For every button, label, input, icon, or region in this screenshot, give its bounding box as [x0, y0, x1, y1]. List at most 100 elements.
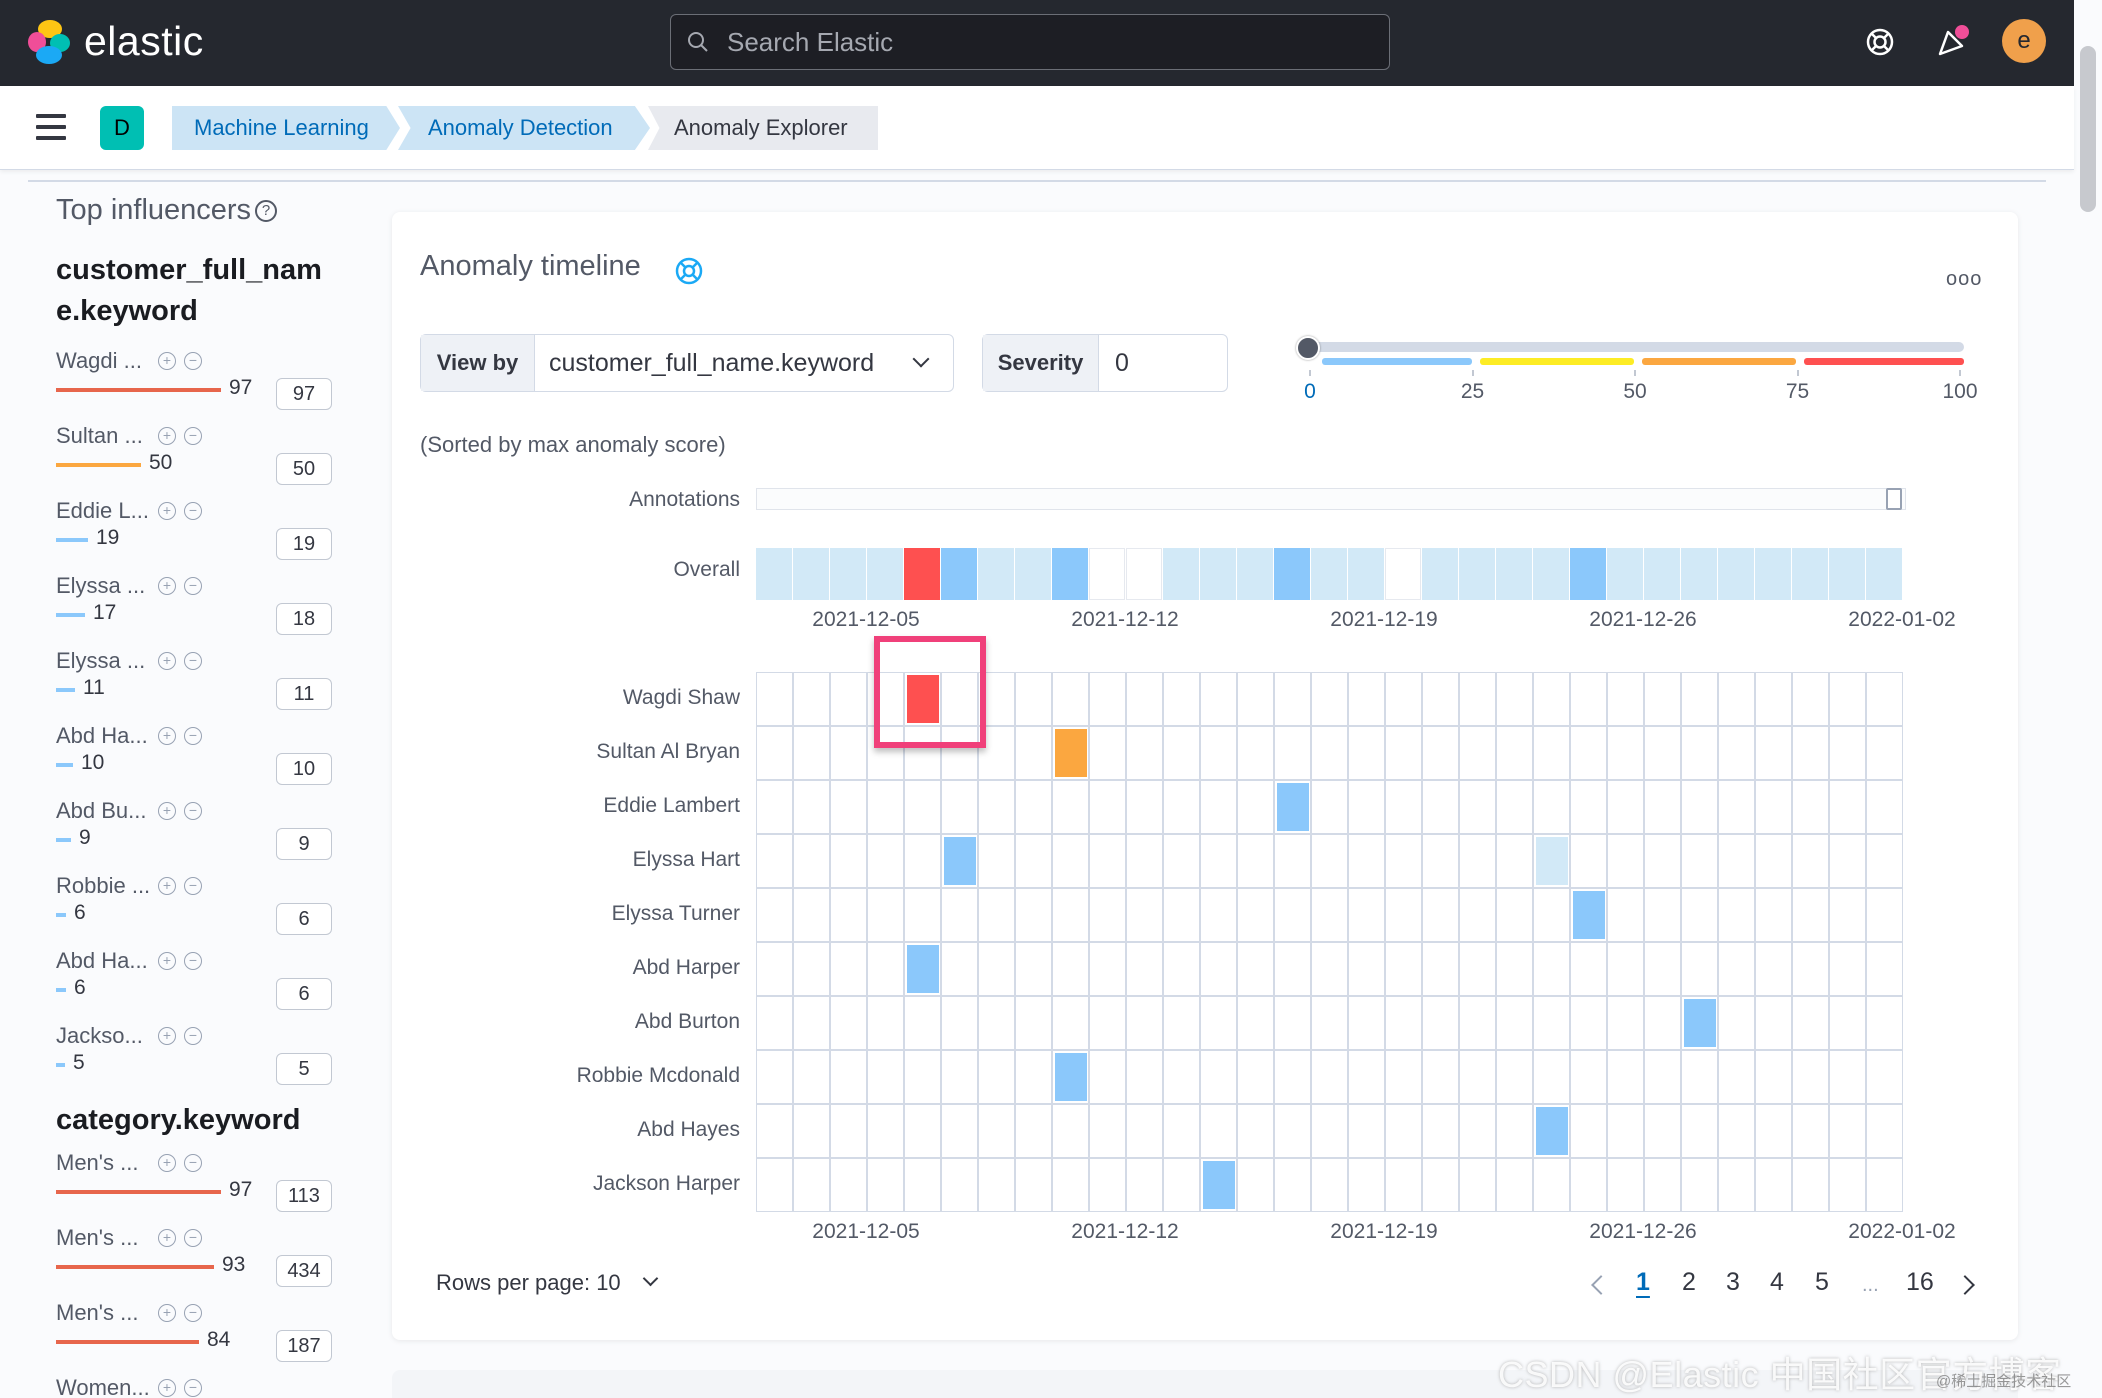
- anomaly-cell[interactable]: [1536, 837, 1568, 885]
- page-button[interactable]: 5: [1815, 1268, 1829, 1296]
- swimlane-cell[interactable]: [867, 1050, 904, 1104]
- swimlane-cell[interactable]: [1200, 1050, 1237, 1104]
- swimlane-cell[interactable]: [1496, 996, 1533, 1050]
- overall-cell[interactable]: [1126, 548, 1162, 600]
- help-icon[interactable]: [1858, 20, 1902, 64]
- swimlane-cell[interactable]: [1237, 1158, 1274, 1212]
- swimlane-cell[interactable]: [793, 726, 830, 780]
- swimlane-cell[interactable]: [1052, 942, 1089, 996]
- swimlane-cell[interactable]: [1681, 1104, 1718, 1158]
- overall-cell[interactable]: [1533, 548, 1569, 600]
- swimlane-cell[interactable]: [1570, 726, 1607, 780]
- swimlane-cell[interactable]: [1052, 834, 1089, 888]
- swimlane-cell[interactable]: [1126, 780, 1163, 834]
- swimlane-cell[interactable]: [793, 1158, 830, 1212]
- page-button[interactable]: 16: [1906, 1268, 1934, 1296]
- swimlane-cell[interactable]: [1607, 888, 1644, 942]
- swimlane-cell[interactable]: [793, 888, 830, 942]
- overall-cell[interactable]: [1200, 548, 1236, 600]
- swimlane-label[interactable]: Jackson Harper: [592, 1172, 740, 1195]
- swimlane-cell[interactable]: [1607, 996, 1644, 1050]
- swimlane-cell[interactable]: [793, 996, 830, 1050]
- swimlane-cell[interactable]: [1200, 780, 1237, 834]
- swimlane-cell[interactable]: [941, 726, 978, 780]
- anomaly-cell[interactable]: [907, 675, 939, 723]
- overall-cell[interactable]: [1385, 548, 1421, 600]
- swimlane-cell[interactable]: [1866, 834, 1903, 888]
- swimlane-cell[interactable]: [1163, 1158, 1200, 1212]
- swimlane-cell[interactable]: [1348, 888, 1385, 942]
- swimlane-cell[interactable]: [1496, 780, 1533, 834]
- swimlane-cell[interactable]: [1459, 942, 1496, 996]
- swimlane-cell[interactable]: [1792, 888, 1829, 942]
- swimlane-cell[interactable]: [1681, 726, 1718, 780]
- swimlane-cell[interactable]: [1644, 780, 1681, 834]
- swimlane-cell[interactable]: [1644, 1104, 1681, 1158]
- swimlane-cell[interactable]: [1459, 834, 1496, 888]
- swimlane-cell[interactable]: [1570, 1050, 1607, 1104]
- swimlane-cell[interactable]: [1644, 672, 1681, 726]
- swimlane-cell[interactable]: [1089, 834, 1126, 888]
- swimlane-cell[interactable]: [1829, 780, 1866, 834]
- swimlane-cell[interactable]: [978, 942, 1015, 996]
- swimlane-cell[interactable]: [1644, 942, 1681, 996]
- swimlane-cell[interactable]: [1052, 1158, 1089, 1212]
- overall-cell[interactable]: [1237, 548, 1273, 600]
- swimlane-cell[interactable]: [1385, 996, 1422, 1050]
- swimlane-cell[interactable]: [1163, 780, 1200, 834]
- swimlane-cell[interactable]: [1348, 996, 1385, 1050]
- swimlane-cell[interactable]: [1422, 726, 1459, 780]
- swimlane-cell[interactable]: [1163, 1050, 1200, 1104]
- swimlane-cell[interactable]: [1015, 834, 1052, 888]
- overall-cell[interactable]: [1644, 548, 1680, 600]
- add-filter-icon[interactable]: +: [158, 1229, 176, 1247]
- swimlane-cell[interactable]: [1533, 1158, 1570, 1212]
- swimlane-cell[interactable]: [1607, 780, 1644, 834]
- swimlane-cell[interactable]: [1348, 780, 1385, 834]
- swimlane-cell[interactable]: [793, 942, 830, 996]
- swimlane-cell[interactable]: [1385, 726, 1422, 780]
- swimlane-cell[interactable]: [1459, 1104, 1496, 1158]
- swimlane-cell[interactable]: [1126, 726, 1163, 780]
- influencer-name[interactable]: Men's ...: [56, 1225, 139, 1250]
- swimlane-cell[interactable]: [1089, 672, 1126, 726]
- swimlane-cell[interactable]: [756, 834, 793, 888]
- swimlane-cell[interactable]: [1311, 672, 1348, 726]
- swimlane-cell[interactable]: [1533, 888, 1570, 942]
- swimlane-label[interactable]: Abd Harper: [632, 956, 740, 979]
- swimlane-cell[interactable]: [1496, 888, 1533, 942]
- swimlane-cell[interactable]: [756, 726, 793, 780]
- swimlane-label[interactable]: Wagdi Shaw: [622, 686, 740, 709]
- swimlane-cell[interactable]: [793, 1050, 830, 1104]
- remove-filter-icon[interactable]: −: [184, 952, 202, 970]
- swimlane-cell[interactable]: [941, 888, 978, 942]
- swimlane-cell[interactable]: [1348, 1104, 1385, 1158]
- swimlane-cell[interactable]: [1311, 996, 1348, 1050]
- overall-cell[interactable]: [1274, 548, 1310, 600]
- swimlane-cell[interactable]: [830, 942, 867, 996]
- remove-filter-icon[interactable]: −: [184, 352, 202, 370]
- remove-filter-icon[interactable]: −: [184, 877, 202, 895]
- swimlane-cell[interactable]: [1348, 672, 1385, 726]
- swimlane-cell[interactable]: [1644, 834, 1681, 888]
- swimlane-cell[interactable]: [1015, 1050, 1052, 1104]
- overall-cell[interactable]: [1755, 548, 1791, 600]
- swimlane-label[interactable]: Abd Hayes: [637, 1118, 740, 1141]
- swimlane-cell[interactable]: [1274, 672, 1311, 726]
- swimlane-cell[interactable]: [1533, 726, 1570, 780]
- swimlane-cell[interactable]: [1311, 888, 1348, 942]
- influencer-name[interactable]: Wagdi ...: [56, 348, 142, 373]
- swimlane-cell[interactable]: [1274, 942, 1311, 996]
- swimlane-cell[interactable]: [941, 1104, 978, 1158]
- swimlane-cell[interactable]: [978, 1158, 1015, 1212]
- add-filter-icon[interactable]: +: [158, 727, 176, 745]
- swimlane-cell[interactable]: [1644, 996, 1681, 1050]
- swimlane-cell[interactable]: [1163, 1104, 1200, 1158]
- overall-cell[interactable]: [1348, 548, 1384, 600]
- swimlane-cell[interactable]: [1200, 1104, 1237, 1158]
- swimlane-cell[interactable]: [1422, 1104, 1459, 1158]
- swimlane-cell[interactable]: [1089, 888, 1126, 942]
- swimlane-cell[interactable]: [1829, 834, 1866, 888]
- swimlane-cell[interactable]: [867, 726, 904, 780]
- swimlane-cell[interactable]: [1311, 1158, 1348, 1212]
